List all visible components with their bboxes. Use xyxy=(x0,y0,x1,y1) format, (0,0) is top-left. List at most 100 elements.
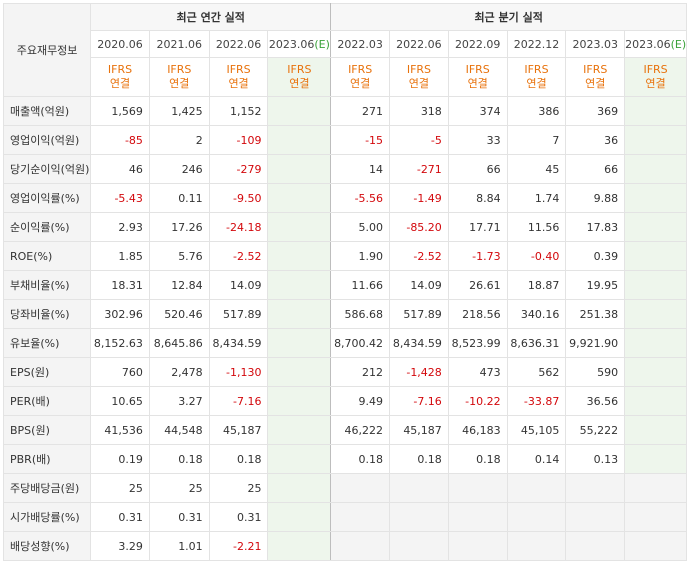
ifrs-consolidated-header: IFRS 연결 xyxy=(208,57,269,97)
quarter-value-cell: -1.73 xyxy=(447,241,508,271)
quarter-value-cell: 8,700.42 xyxy=(330,328,391,358)
quarter-value-cell: 562 xyxy=(506,357,567,387)
quarter-value-cell: 517.89 xyxy=(389,299,449,329)
quarter-value-cell: 8.84 xyxy=(447,183,508,213)
ifrs-consolidated-header: IFRS 연결 xyxy=(330,57,391,97)
consolidated-label: 연결 xyxy=(109,77,131,90)
table-row: 순이익률(%) 2.93 17.26 -24.18 5.00 -85.20 17.71 11.… xyxy=(2,212,687,242)
quarter-value-cell: -10.22 xyxy=(447,386,508,416)
ifrs-label: IFRS xyxy=(226,63,251,76)
quarter-value-cell xyxy=(624,154,687,184)
annual-value-cell: 17.26 xyxy=(148,212,210,242)
table-row: PER(배) 10.65 3.27 -7.16 9.49 -7.16 -10.22 -33.8… xyxy=(2,386,687,416)
ifrs-header-row: IFRS 연결 IFRS 연결 IFRS 연결 IFRS 연결 IFRS 연결 IFRS 연결 IFRS… xyxy=(4,57,687,97)
annual-value-cell: 3.29 xyxy=(90,531,150,561)
annual-value-cell xyxy=(267,299,332,329)
annual-value-cell xyxy=(267,154,332,184)
annual-value-cell: 25 xyxy=(208,473,269,503)
consolidated-label: 연결 xyxy=(350,77,371,90)
quarter-value-cell: 0.39 xyxy=(565,241,626,271)
period-label: 2022.09 xyxy=(454,37,501,51)
table-row: 영업이익(억원) -85 2 -109 -15 -5 33 7 36 xyxy=(2,125,687,155)
empty-quarter-cell xyxy=(624,531,687,561)
annual-value-cell: 0.18 xyxy=(148,444,210,474)
quarter-value-cell: 36 xyxy=(565,125,626,155)
annual-value-cell: 517.89 xyxy=(208,299,269,329)
row-label: 당좌비율(%) xyxy=(2,299,92,329)
ifrs-consolidated-header: IFRS 연결 xyxy=(624,57,687,97)
quarter-value-cell: 9,921.90 xyxy=(565,328,626,358)
annual-value-cell: 246 xyxy=(148,154,210,184)
quarter-value-cell: 8,636.31 xyxy=(506,328,567,358)
quarter-value-cell: -1.49 xyxy=(389,183,449,213)
quarter-value-cell: 374 xyxy=(447,96,508,126)
quarter-value-cell: -85.20 xyxy=(389,212,449,242)
empty-quarter-cell xyxy=(447,473,508,503)
quarter-value-cell: 45,105 xyxy=(506,415,567,445)
annual-value-cell: -5.43 xyxy=(90,183,150,213)
table-row: 매출액(억원) 1,569 1,425 1,152 271 318 374 386 369 xyxy=(2,96,687,126)
table-row: ROE(%) 1.85 5.76 -2.52 1.90 -2.52 -1.73 -0.40 0.… xyxy=(2,241,687,271)
quarter-value-cell: 14.09 xyxy=(389,270,449,300)
annual-value-cell: 44,548 xyxy=(148,415,210,445)
quarter-value-cell: 66 xyxy=(565,154,626,184)
row-label: ROE(%) xyxy=(2,241,92,271)
ifrs-consolidated-header: IFRS 연결 xyxy=(447,57,508,97)
annual-value-cell: -2.52 xyxy=(208,241,269,271)
quarter-value-cell: 340.16 xyxy=(506,299,567,329)
estimate-mark: (E) xyxy=(314,37,330,51)
period-header: 2023.03 xyxy=(565,30,626,58)
annual-value-cell: 46 xyxy=(90,154,150,184)
row-label: PBR(배) xyxy=(2,444,92,474)
annual-value-cell: -2.21 xyxy=(208,531,269,561)
annual-value-cell: -85 xyxy=(90,125,150,155)
annual-value-cell: -279 xyxy=(208,154,269,184)
quarter-value-cell: 33 xyxy=(447,125,508,155)
quarter-value-cell xyxy=(624,299,687,329)
annual-value-cell: 41,536 xyxy=(90,415,150,445)
quarter-value-cell: -271 xyxy=(389,154,449,184)
quarter-value-cell: 271 xyxy=(330,96,391,126)
empty-quarter-cell xyxy=(565,473,626,503)
consolidated-label: 연결 xyxy=(169,77,190,90)
period-header: 2020.06 xyxy=(90,30,150,58)
quarter-value-cell: -15 xyxy=(330,125,391,155)
ifrs-label: IFRS xyxy=(167,63,192,76)
table-row: EPS(원) 760 2,478 -1,130 212 -1,428 473 562 590 xyxy=(2,357,687,387)
annual-value-cell: 0.31 xyxy=(148,502,210,532)
table-row: 주당배당금(원) 25 25 25 xyxy=(2,473,687,503)
empty-quarter-cell xyxy=(447,531,508,561)
annual-value-cell xyxy=(267,386,332,416)
quarter-value-cell: 0.13 xyxy=(565,444,626,474)
ifrs-label: IFRS xyxy=(583,63,608,76)
quarter-value-cell: -1,428 xyxy=(389,357,449,387)
period-label: 2023.03 xyxy=(572,37,618,51)
annual-value-cell: 2 xyxy=(148,125,210,155)
ifrs-label: IFRS xyxy=(465,63,490,76)
period-label: 2023.06 xyxy=(625,37,671,51)
quarter-value-cell xyxy=(624,444,687,474)
annual-value-cell: 8,645.86 xyxy=(148,328,210,358)
annual-value-cell: 14.09 xyxy=(208,270,269,300)
empty-quarter-cell xyxy=(565,502,626,532)
quarter-value-cell: 218.56 xyxy=(447,299,508,329)
annual-value-cell: 0.18 xyxy=(208,444,269,474)
table-row: 유보율(%) 8,152.63 8,645.86 8,434.59 8,700.42 8,… xyxy=(2,328,687,358)
quarter-value-cell: 0.14 xyxy=(506,444,567,474)
annual-value-cell: 0.19 xyxy=(90,444,150,474)
consolidated-label: 연결 xyxy=(228,77,249,90)
quarter-value-cell: 26.61 xyxy=(447,270,508,300)
annual-value-cell: 1,425 xyxy=(148,96,210,126)
annual-value-cell: 0.11 xyxy=(148,183,210,213)
estimate-mark: (E) xyxy=(670,37,687,51)
row-label: 시가배당률(%) xyxy=(2,502,92,532)
row-label: 순이익률(%) xyxy=(2,212,92,242)
quarter-value-cell: -5 xyxy=(389,125,449,155)
annual-value-cell: 1.01 xyxy=(148,531,210,561)
quarter-value-cell xyxy=(624,270,687,300)
row-label: 당기순이익(억원) xyxy=(2,154,92,184)
quarter-value-cell: 0.18 xyxy=(389,444,449,474)
quarter-value-cell: -5.56 xyxy=(330,183,391,213)
annual-value-cell: 10.65 xyxy=(90,386,150,416)
period-header: 2023.06(E) xyxy=(624,30,687,58)
